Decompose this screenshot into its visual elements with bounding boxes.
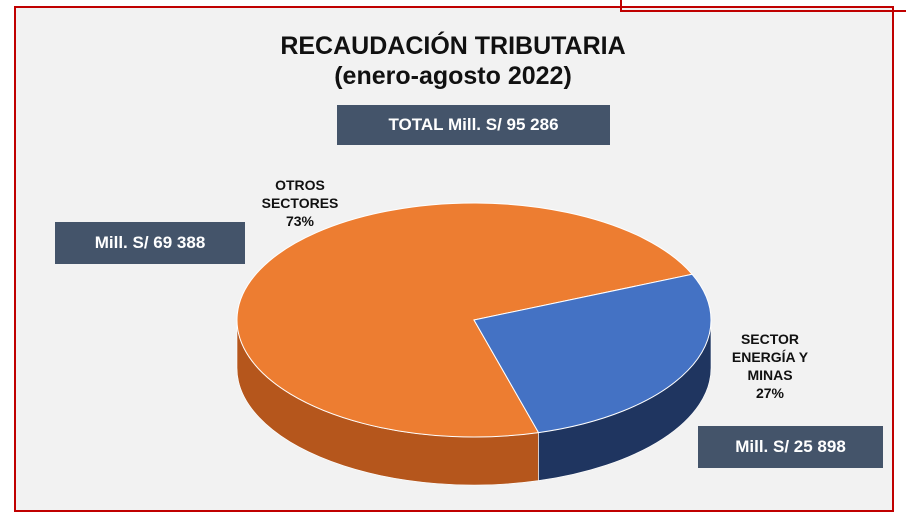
frame-corner bbox=[620, 0, 906, 12]
category-name: SECTOR ENERGÍA Y MINAS bbox=[731, 331, 809, 383]
category-name: OTROS SECTORES bbox=[261, 177, 339, 211]
amount-box: Mill. S/ 25 898 bbox=[698, 426, 883, 468]
value-label: 27% bbox=[755, 385, 785, 401]
slice-top bbox=[473, 273, 712, 434]
chart-subtitle: (enero-agosto 2022) bbox=[334, 62, 572, 90]
chart-title: RECAUDACIÓN TRIBUTARIA bbox=[280, 32, 626, 60]
total-box: TOTAL Mill. S/ 95 286 bbox=[337, 105, 610, 145]
amount-box: Mill. S/ 69 388 bbox=[55, 222, 245, 264]
value-label: 73% bbox=[285, 213, 315, 229]
slice-top bbox=[236, 202, 694, 438]
slice-label: OTROS SECTORES 73% bbox=[250, 176, 350, 230]
slice bbox=[236, 202, 694, 486]
slice bbox=[473, 273, 712, 481]
slice-label: SECTOR ENERGÍA Y MINAS 27% bbox=[710, 330, 830, 402]
